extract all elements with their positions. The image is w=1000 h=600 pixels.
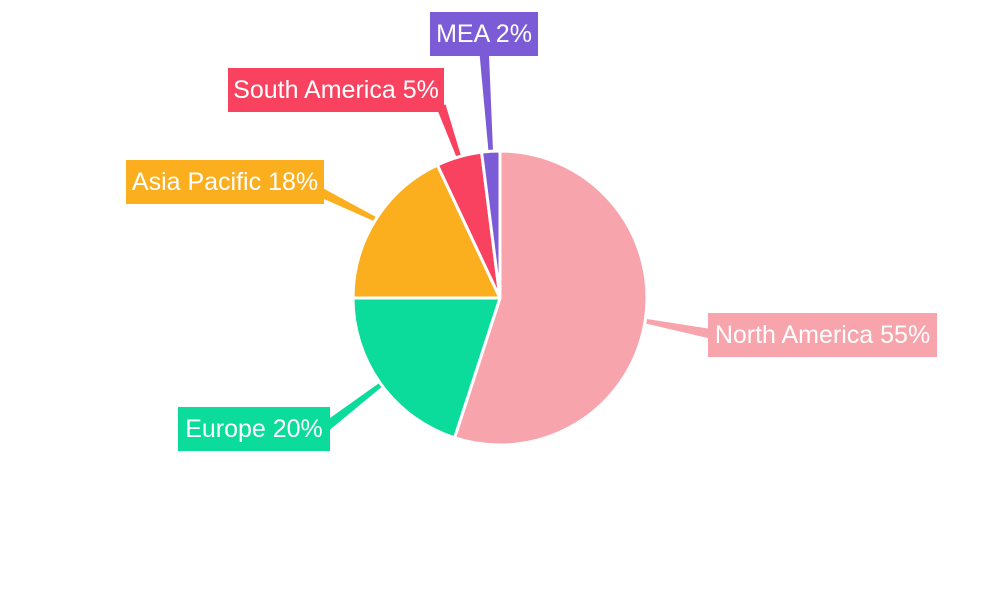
leader-line-mea <box>479 49 494 154</box>
pie-slice-asia-pacific <box>351 163 502 300</box>
pie-slice-north-america <box>453 149 649 447</box>
callout-label-europe: Europe 20% <box>178 407 330 451</box>
pie-slice-mea <box>480 149 502 300</box>
leader-line-asia-pacific <box>317 187 379 223</box>
leader-line-europe <box>324 381 385 430</box>
callout-label-asia-pacific: Asia Pacific 18% <box>126 160 324 204</box>
pie-slice-europe <box>351 296 502 440</box>
leader-line-north-america <box>642 318 713 339</box>
leader-line-south-america <box>436 104 462 160</box>
callout-label-mea: MEA 2% <box>430 12 538 56</box>
callout-label-north-america: North America 55% <box>708 313 937 357</box>
callout-label-south-america: South America 5% <box>228 68 444 112</box>
